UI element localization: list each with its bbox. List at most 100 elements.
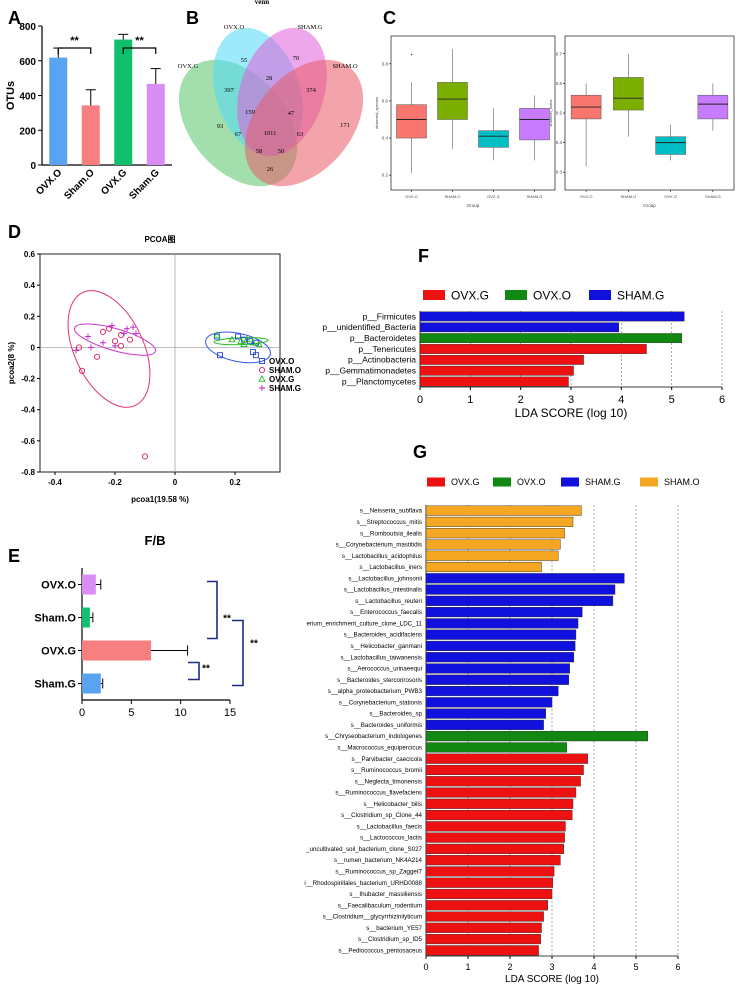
lda-bar <box>425 911 544 922</box>
taxon-label: p__Gemmatimonadetes <box>325 366 416 376</box>
venn-count: 58 <box>256 148 263 155</box>
lda-bar <box>425 561 542 573</box>
lda-bar <box>425 719 544 730</box>
venn-count: 1011 <box>264 130 277 137</box>
panel-label-g: G <box>413 442 427 462</box>
point-sham-g <box>133 330 139 337</box>
point-sham-g <box>88 344 94 351</box>
venn-count: 159 <box>245 109 255 116</box>
panel-g: OVX.G OVX.O SHAM.G SHAM.O 0 1 2 3 4 5 6 LDA SCORE (… <box>304 477 699 985</box>
x-tick-label: 0.2 <box>229 478 241 487</box>
box <box>697 94 729 120</box>
taxon-label: s__Neisseria_subflava <box>360 508 423 515</box>
box <box>613 77 644 111</box>
taxon-label: s__Faecalibaculum_rodentium <box>338 902 422 909</box>
lda-bar <box>425 573 625 584</box>
taxon-label: _uncultivated_soil_bacterium_clone_S027 <box>305 846 422 853</box>
legend-label: OVX.G <box>269 375 294 384</box>
point-sham-g <box>73 347 79 354</box>
lda-bar <box>425 652 575 663</box>
taxon-label: s__bacterium_YE57 <box>366 925 422 932</box>
x-tick-label: 2 <box>518 394 524 406</box>
taxon-label: s__Ihubacter_massiliensis <box>349 891 422 898</box>
legend-label: SHAM.G <box>617 288 664 302</box>
taxon-label: s__Clostridium__glycyrrhizinilyticum <box>323 914 422 921</box>
venn-count: 63 <box>297 131 304 138</box>
venn-set-label: SHAM.G <box>297 24 322 31</box>
y-tick-label: 0 <box>30 161 36 172</box>
box <box>437 82 468 120</box>
legend-label: SHAM.O <box>269 366 301 375</box>
x-tick-label: 5 <box>633 962 638 972</box>
lda-bar <box>425 798 574 809</box>
taxon-label: s__Enterococcus_faecalis <box>350 609 422 616</box>
x-tick-label: OVX.G <box>99 167 129 197</box>
venn-set-label: SHAM.O <box>332 63 357 70</box>
x-axis-label: Group <box>643 203 656 208</box>
venn-count: 93 <box>217 123 224 130</box>
taxon-label: s__Bacteroides_stercorirosoris <box>337 677 422 684</box>
taxon-label: s__Parvibacter_caecicola <box>351 756 422 763</box>
venn-count: 70 <box>293 55 300 62</box>
y-tick-label: OVX.O <box>41 580 76 592</box>
legend-label: SHAM.G <box>269 384 301 393</box>
lda-bar <box>425 708 546 719</box>
lda-bar <box>425 674 570 685</box>
bar <box>82 607 90 628</box>
taxon-label: p__Tenericutes <box>358 344 416 354</box>
taxon-label: p__Planctomycetes <box>342 376 416 386</box>
taxon-label: s__Aerococcus_urinaeequi <box>347 666 422 673</box>
point-sham-g <box>124 325 130 332</box>
bar <box>81 105 100 165</box>
taxon-label: s__Pediococcus_pentosaceus <box>338 947 422 954</box>
point-sham-o <box>105 325 113 332</box>
lda-bar <box>425 776 581 787</box>
legend-swatch <box>427 477 445 487</box>
ellipse-sham-o <box>67 290 151 408</box>
lda-bar <box>425 640 576 651</box>
point-ovx-g <box>255 340 263 347</box>
y-tick-label: Sham.G <box>34 679 76 691</box>
y-tick-label: 0.6 <box>556 81 563 86</box>
x-tick-label: 6 <box>719 394 725 406</box>
y-tick-label: -0.8 <box>21 468 35 477</box>
bar <box>82 640 152 661</box>
x-tick-label: 0 <box>417 394 423 406</box>
taxon-label: s__Lactobacillus_johnsonii <box>348 575 422 582</box>
bar <box>82 673 101 694</box>
y-tick-label: 0.5 <box>556 111 563 116</box>
x-tick-label: -0.2 <box>108 478 122 487</box>
taxon-label: erium_enrichment_culture_clone_LDC_11 <box>307 620 423 627</box>
legend-marker <box>258 375 266 382</box>
x-tick-label: 5 <box>128 707 134 719</box>
venn-count: 28 <box>266 75 273 82</box>
x-tick-label: Sham.G <box>127 167 162 202</box>
y-tick-label: 0.8 <box>382 61 389 66</box>
box <box>478 130 509 148</box>
y-tick-label: 600 <box>19 57 36 68</box>
taxon-label: s__Lactobacillus_taiwanensis <box>340 654 422 661</box>
lda-bar <box>425 629 577 640</box>
taxon-label: s__Lactobacillus_acidophilus <box>342 553 422 560</box>
taxon-label: s__Bacteroides_sp <box>369 711 422 718</box>
lda-bar <box>425 888 553 900</box>
x-tick-label: SHAM.G <box>705 194 721 199</box>
point-sham-g <box>130 324 136 331</box>
x-tick-label: 15 <box>224 707 236 719</box>
x-tick-label: -0.4 <box>48 478 62 487</box>
taxon-label: p__Bacteroidetes <box>350 333 416 343</box>
legend-swatch <box>505 290 527 300</box>
y-tick-label: -0.6 <box>21 437 35 446</box>
panel-label-a: A <box>8 8 21 28</box>
x-tick-label: OVX.G <box>664 194 677 199</box>
x-tick-label: 1 <box>467 394 473 406</box>
point-ovx-g <box>213 331 221 338</box>
point-ovx-g <box>237 337 245 344</box>
x-tick-label: 0 <box>423 962 428 972</box>
box <box>396 104 427 139</box>
point-sham-o <box>126 336 134 343</box>
point-ovx-g <box>240 340 248 347</box>
x-tick-label: 3 <box>568 394 574 406</box>
x-tick-label: Sham.O <box>62 167 97 202</box>
